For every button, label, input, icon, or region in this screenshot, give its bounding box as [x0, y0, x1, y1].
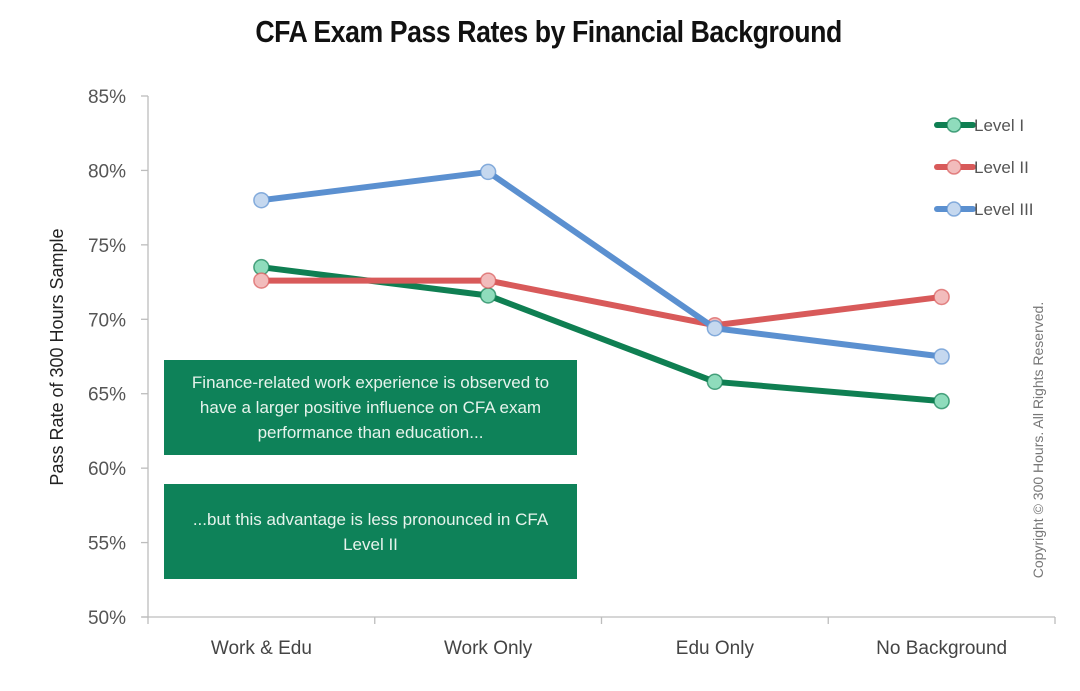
- level-3-data-point: [933, 348, 950, 365]
- chart-title: CFA Exam Pass Rates by Financial Backgro…: [255, 14, 842, 49]
- y-tick-label: 85%: [88, 87, 126, 108]
- annotation-box-2: ...but this advantage is less pronounced…: [164, 484, 577, 579]
- legend-marker-icon: [946, 201, 962, 217]
- legend: Level I Level II Level III: [934, 116, 1034, 219]
- series-lines: [253, 163, 950, 410]
- legend-item-level-3: Level III: [934, 200, 1034, 219]
- level-2-line: [258, 277, 945, 329]
- level-2-data-point: [933, 288, 950, 306]
- legend-item-level-2: Level II: [934, 158, 1029, 177]
- x-category-label: No Background: [876, 638, 1007, 659]
- level-1-data-point: [933, 392, 950, 410]
- y-tick-label: 65%: [88, 385, 126, 406]
- y-tick-label: 75%: [88, 236, 126, 257]
- legend-marker-icon: [946, 159, 962, 175]
- y-tick-label: 60%: [88, 459, 126, 480]
- legend-item-level-1: Level I: [934, 116, 1024, 135]
- level-3-data-point: [479, 163, 497, 181]
- legend-label: Level III: [974, 200, 1034, 219]
- y-tick-label: 55%: [88, 534, 126, 555]
- level-3-data-point: [706, 319, 724, 337]
- y-tick-label: 50%: [88, 608, 126, 629]
- level-1-data-point: [706, 373, 724, 391]
- series-level-2: [253, 272, 950, 334]
- axes: 85% 80% 75% 70% 65% 60% 55% 50% Work & Edu Work O…: [88, 87, 1056, 659]
- legend-marker-icon: [946, 117, 962, 133]
- y-axis-label: Pass Rate of 300 Hours Sample: [47, 228, 67, 485]
- y-tick-label: 70%: [88, 310, 126, 331]
- x-category-label: Work & Edu: [211, 638, 312, 659]
- legend-label: Level II: [974, 158, 1029, 177]
- level-2-data-point: [479, 272, 497, 289]
- level-1-data-point: [479, 287, 497, 304]
- x-category-label: Edu Only: [676, 638, 755, 659]
- y-tick-label: 80%: [88, 161, 126, 182]
- level-3-line: [258, 168, 945, 360]
- annotation-box-1: Finance-related work experience is obser…: [164, 360, 577, 455]
- legend-label: Level I: [974, 116, 1024, 135]
- level-3-data-point: [253, 191, 270, 209]
- level-2-data-point: [253, 272, 270, 289]
- series-level-3: [253, 163, 950, 365]
- copyright-notice: Copyright © 300 Hours. All Rights Reserv…: [1030, 302, 1046, 578]
- x-category-label: Work Only: [444, 638, 533, 659]
